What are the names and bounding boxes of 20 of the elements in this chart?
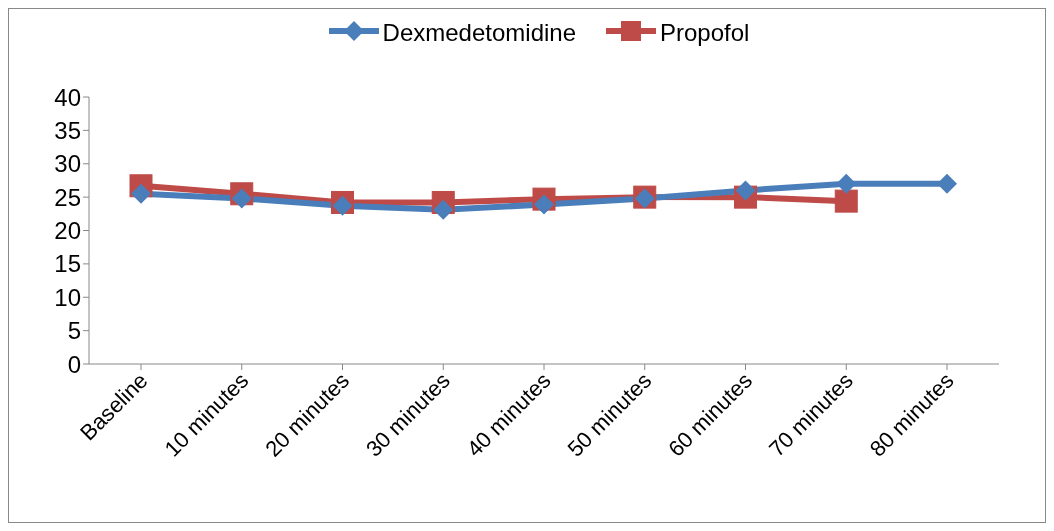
legend-label: Dexmedetomidine (382, 19, 577, 47)
point (433, 199, 454, 220)
y-tick-label: 15 (54, 250, 81, 278)
y-tick-label: 30 (54, 150, 81, 178)
y-tick-label: 20 (54, 217, 81, 245)
y-tick-label: 0 (67, 350, 81, 378)
point (735, 180, 756, 201)
y-tick-label: 10 (54, 283, 81, 311)
point (332, 195, 353, 216)
point (231, 188, 252, 209)
point (836, 173, 857, 194)
y-tick-label: 35 (54, 116, 81, 144)
y-tick-label: 25 (54, 183, 81, 211)
y-tick-label: 5 (67, 317, 81, 345)
point (131, 183, 151, 204)
point (937, 173, 957, 194)
y-tick-label: 40 (54, 83, 81, 111)
point (834, 189, 858, 213)
legend-label: Propofol (660, 19, 750, 47)
point (534, 194, 554, 215)
